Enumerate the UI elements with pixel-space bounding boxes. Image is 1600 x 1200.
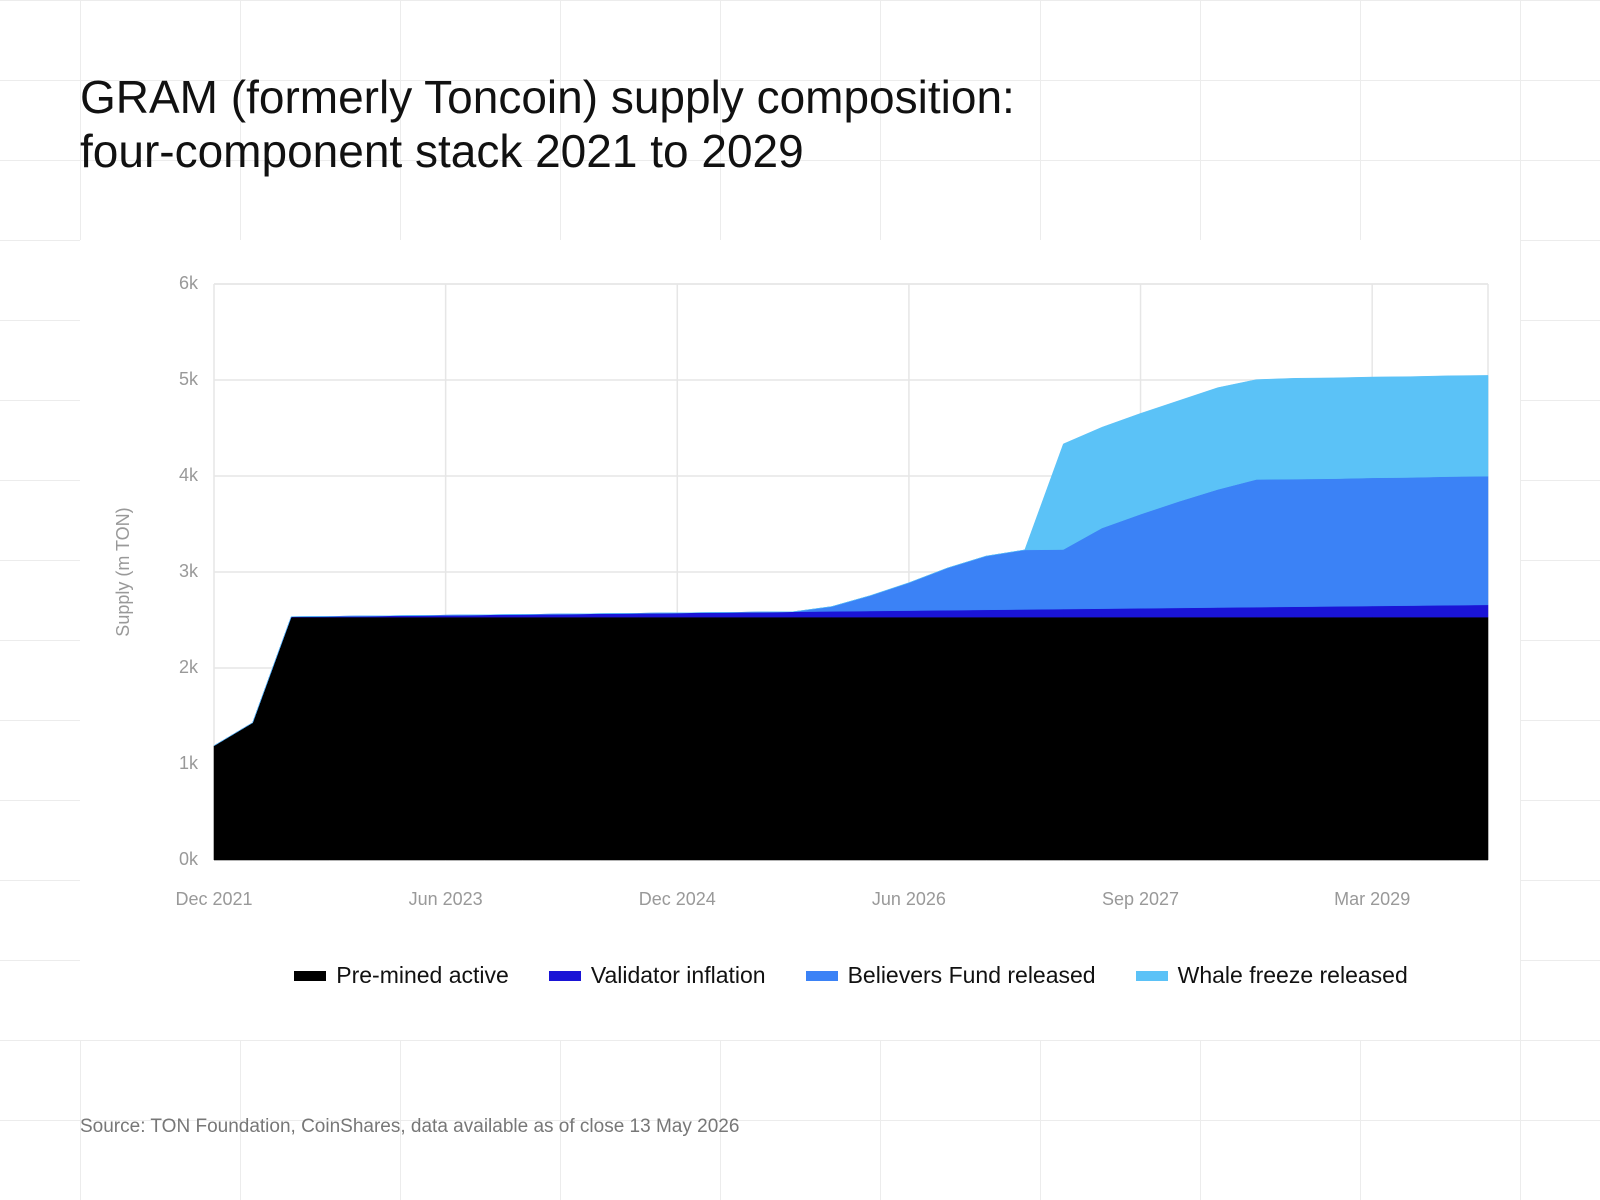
legend-label: Validator inflation [590,962,766,988]
title-line: four-component stack 2021 to 2029 [80,125,804,177]
x-tick-label: Mar 2029 [1334,889,1410,909]
x-tick-label: Jun 2023 [409,889,483,909]
legend: Pre-mined active Validator inflation Belie… [214,962,1488,989]
legend-swatch [294,970,327,981]
y-tick-label: 6k [179,273,199,293]
y-tick-label: 1k [179,753,199,773]
y-tick-label: 0k [179,849,199,869]
y-tick-label: 5k [179,369,199,389]
source-note: Source: TON Foundation, CoinShares, data… [80,1116,740,1137]
legend-label: Whale freeze released [1177,962,1408,988]
y-tick-label: 2k [179,657,199,677]
legend-item: Pre-mined active [294,962,509,989]
legend-label: Believers Fund released [847,962,1096,988]
legend-item: Believers Fund released [805,962,1096,989]
legend-swatch [805,970,838,981]
legend-swatch [548,970,581,981]
y-tick-label: 3k [179,561,199,581]
area [213,375,1489,746]
x-tick-label: Dec 2021 [175,889,252,909]
chart-title: GRAM (formerly Toncoin) supply compositi… [80,70,1015,178]
legend-item: Validator inflation [548,962,766,989]
title-line: GRAM (formerly Toncoin) supply compositi… [80,71,1015,123]
legend-swatch [1135,970,1168,981]
y-axis-label: Supply (m TON) [113,507,133,636]
legend-label: Pre-mined active [336,962,509,988]
y-tick-label: 4k [179,465,199,485]
x-tick-label: Dec 2024 [639,889,716,909]
legend-item: Whale freeze released [1135,962,1408,989]
x-tick-label: Jun 2026 [872,889,946,909]
x-tick-label: Sep 2027 [1102,889,1179,909]
area [213,616,1489,861]
